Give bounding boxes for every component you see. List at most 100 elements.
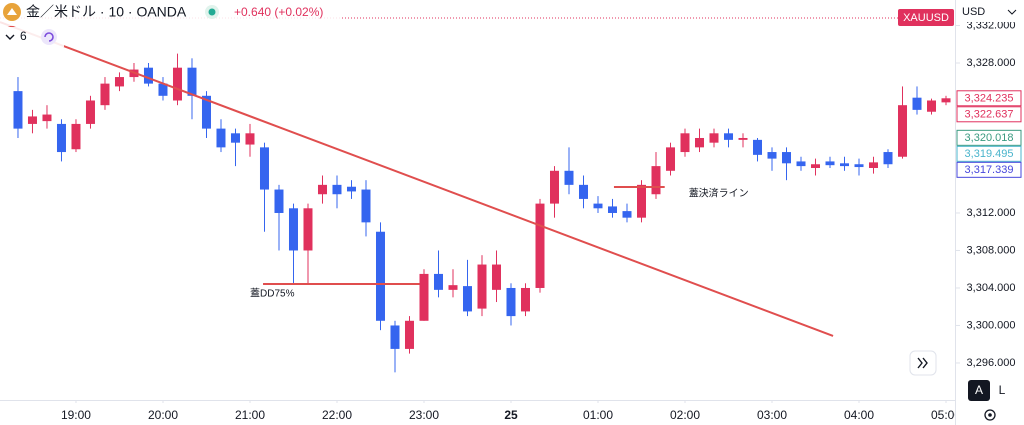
candle-body bbox=[840, 163, 850, 167]
candle-body bbox=[303, 208, 313, 251]
price-badge-label: 3,319.495 bbox=[965, 148, 1014, 160]
currency-box[interactable] bbox=[958, 2, 1022, 22]
candle-body bbox=[666, 147, 676, 171]
candle-body bbox=[869, 162, 879, 168]
candle-body bbox=[593, 203, 603, 209]
y-tick-label: 3,312.000 bbox=[967, 207, 1016, 219]
y-tick-label: 3,296.000 bbox=[967, 357, 1016, 369]
candle-body bbox=[332, 184, 342, 195]
candle-body bbox=[230, 133, 240, 143]
indicator-count: 6 bbox=[20, 29, 27, 43]
scroll-icon bbox=[917, 357, 928, 369]
candle-body bbox=[433, 273, 443, 290]
logo-glyph bbox=[7, 8, 17, 15]
x-tick-label: 23:00 bbox=[409, 408, 439, 422]
x-tick-label: 19:00 bbox=[61, 408, 91, 422]
price-badge bbox=[956, 161, 1022, 178]
y-tick-label: 3,332.000 bbox=[967, 19, 1016, 31]
candle-body bbox=[274, 189, 284, 213]
candle-body bbox=[375, 231, 385, 321]
price-badge-label: 3,324.235 bbox=[965, 93, 1014, 105]
candle-body bbox=[564, 170, 574, 185]
candle-body bbox=[390, 325, 400, 349]
y-tick-label: 3,328.000 bbox=[967, 57, 1016, 69]
log-label[interactable]: L bbox=[999, 383, 1006, 397]
candle-body bbox=[172, 67, 182, 101]
auto-button[interactable] bbox=[968, 380, 990, 401]
candle-body bbox=[201, 95, 211, 129]
candle-body bbox=[782, 152, 792, 164]
candle-body bbox=[578, 184, 588, 199]
candle-body bbox=[506, 287, 516, 317]
candle-body bbox=[114, 77, 124, 87]
candle-body bbox=[13, 91, 23, 129]
candle-body bbox=[637, 184, 647, 218]
auto-label[interactable]: A bbox=[975, 383, 983, 397]
price-badge-label: 3,317.339 bbox=[965, 164, 1014, 176]
price-change: +0.640 (+0.02%) bbox=[234, 5, 323, 19]
candle-body bbox=[811, 164, 821, 168]
candle-body bbox=[419, 273, 429, 321]
candle-body bbox=[767, 152, 777, 159]
y-tick-label: 3,304.000 bbox=[967, 282, 1016, 294]
candle-body bbox=[883, 152, 893, 165]
candle-body bbox=[71, 123, 81, 150]
x-tick-label: 01:00 bbox=[583, 408, 613, 422]
ticker-label: XAUUSD bbox=[903, 12, 949, 24]
candle-body bbox=[825, 161, 835, 166]
ticker-badge bbox=[898, 9, 954, 26]
candle-body bbox=[695, 137, 705, 148]
candle-body bbox=[898, 105, 908, 157]
status-dot bbox=[208, 8, 216, 16]
x-tick-label: 22:00 bbox=[322, 408, 352, 422]
candle-body bbox=[753, 139, 763, 155]
level-label: 蓋DD75% bbox=[250, 288, 295, 300]
candle-body bbox=[245, 133, 255, 145]
candle-body bbox=[346, 186, 356, 192]
candle-body bbox=[709, 133, 719, 143]
candle-body bbox=[607, 206, 617, 213]
x-tick-label: 20:00 bbox=[148, 408, 178, 422]
plot-area: 19:00 20:00 21:00 22:00 23:00 25 01:00 02:00 03:… bbox=[0, 21, 961, 422]
candle-body bbox=[317, 184, 327, 195]
price-badge bbox=[956, 90, 1022, 107]
currency-label[interactable]: USD bbox=[962, 6, 985, 18]
price-badge bbox=[956, 145, 1022, 162]
candle-body bbox=[941, 98, 951, 103]
candle-body bbox=[796, 161, 806, 167]
candle-body bbox=[462, 286, 472, 312]
candle-body bbox=[42, 114, 52, 122]
level-label: 蓋決済ライン bbox=[689, 187, 749, 200]
x-tick-label: 25 bbox=[504, 408, 518, 422]
trendline bbox=[0, 21, 834, 337]
settings-center bbox=[988, 413, 992, 417]
x-tick-label: 05:00 bbox=[931, 408, 961, 422]
candle-body bbox=[216, 128, 226, 148]
x-tick-label: 03:00 bbox=[757, 408, 787, 422]
settings-icon[interactable] bbox=[984, 409, 996, 421]
candle-body bbox=[912, 97, 922, 110]
candle-body bbox=[27, 116, 37, 124]
price-axis-panel bbox=[956, 0, 1024, 425]
candle-body bbox=[491, 264, 501, 290]
currency-chevron bbox=[1007, 9, 1017, 15]
candle-body bbox=[535, 203, 545, 288]
scroll-button[interactable] bbox=[909, 350, 937, 376]
x-tick-label: 21:00 bbox=[235, 408, 265, 422]
candle-body bbox=[680, 133, 690, 153]
candle-body bbox=[651, 166, 661, 195]
refresh-button[interactable] bbox=[41, 29, 57, 45]
price-badge bbox=[956, 106, 1022, 123]
candle-body bbox=[477, 264, 487, 309]
candle-body bbox=[738, 137, 748, 140]
collapse-chevron[interactable] bbox=[5, 34, 15, 40]
x-tick-label: 04:00 bbox=[844, 408, 874, 422]
header-bg bbox=[0, 0, 340, 26]
candle-body bbox=[158, 83, 168, 96]
candle-body bbox=[143, 67, 153, 84]
y-tick-label: 3,300.000 bbox=[967, 319, 1016, 331]
price-badge bbox=[956, 129, 1022, 146]
symbol-title: 金／米ドル · 10 · OANDA bbox=[26, 4, 187, 20]
candle-body bbox=[361, 189, 371, 223]
